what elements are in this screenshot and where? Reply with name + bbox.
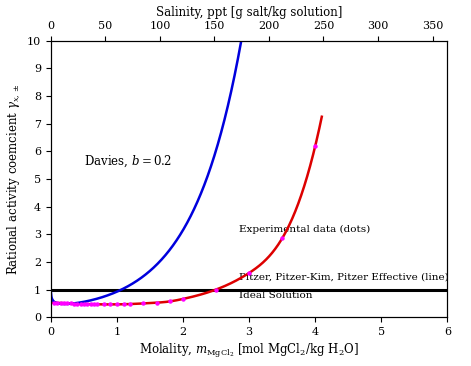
Text: Experimental data (dots): Experimental data (dots) bbox=[239, 224, 371, 234]
Y-axis label: Rational activity coemcient $\gamma_{x,\pm}$: Rational activity coemcient $\gamma_{x,\… bbox=[6, 83, 21, 275]
Text: Pitzer, Pitzer-Kim, Pitzer Effective (line): Pitzer, Pitzer-Kim, Pitzer Effective (li… bbox=[239, 272, 449, 281]
Text: Davies, $b = 0.2$: Davies, $b = 0.2$ bbox=[84, 154, 172, 169]
X-axis label: Molality, $m_{\mathrm{MgCl_2}}$ [mol MgCl$_2$/kg H$_2$O]: Molality, $m_{\mathrm{MgCl_2}}$ [mol MgC… bbox=[139, 343, 359, 361]
Text: Ideal Solution: Ideal Solution bbox=[239, 291, 313, 300]
X-axis label: Salinity, ppt [g salt/kg solution]: Salinity, ppt [g salt/kg solution] bbox=[156, 5, 342, 19]
